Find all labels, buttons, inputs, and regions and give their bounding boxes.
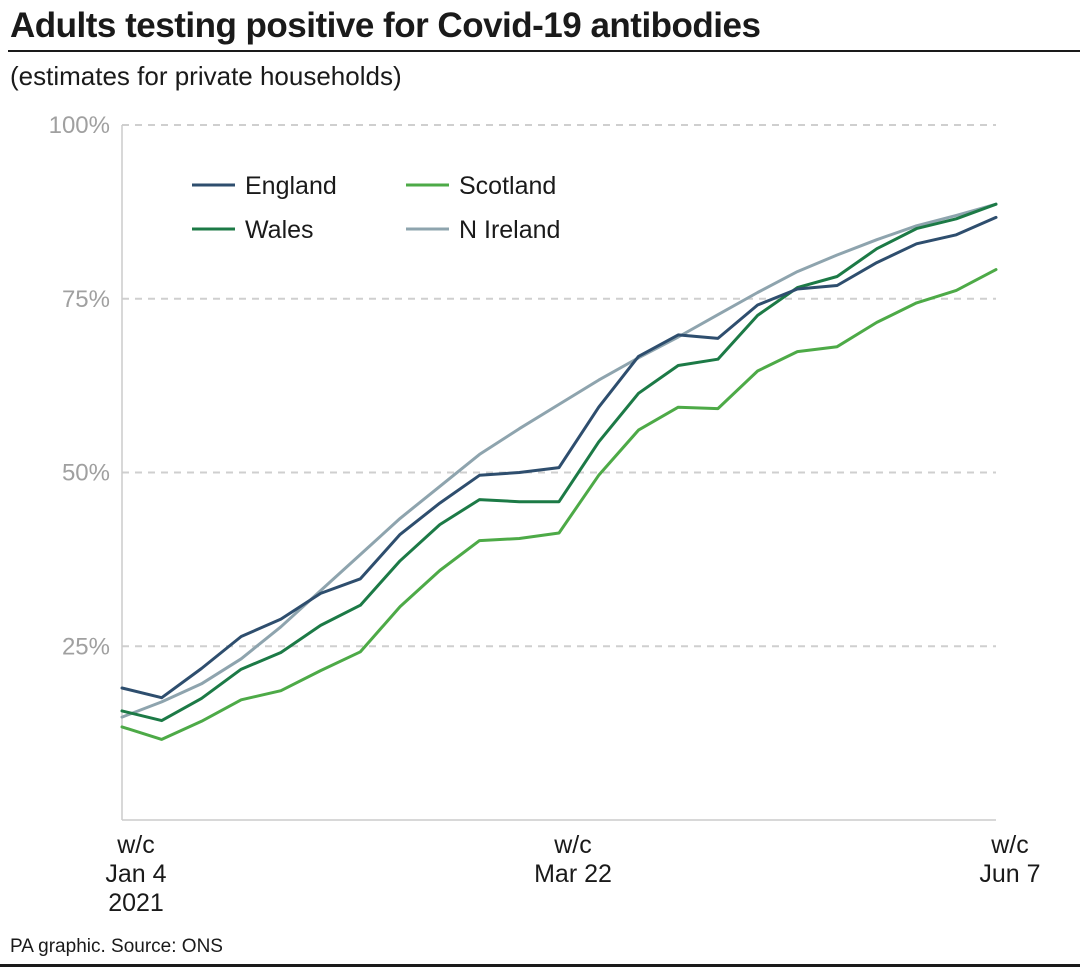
y-tick-label: 50%: [62, 460, 110, 487]
axes: [121, 125, 996, 821]
source-credit: PA graphic. Source: ONS: [10, 936, 223, 957]
x-tick-label: w/c Jun 7: [979, 831, 1040, 888]
y-tick-label: 100%: [49, 112, 110, 139]
chart-title: Adults testing positive for Covid-19 ant…: [10, 6, 761, 45]
legend-item-scotland: Scotland: [406, 172, 556, 200]
footer-divider: [0, 964, 1080, 967]
legend-label: Scotland: [459, 172, 556, 200]
series-line-wales: [120, 202, 998, 723]
title-divider: [8, 50, 1080, 52]
series-line-england: [120, 215, 998, 700]
y-tick-labels: 25% 50% 75% 100%: [49, 112, 110, 660]
x-tick-labels: w/c Jan 4 2021 w/c Mar 22 w/c Jun 7: [105, 831, 1040, 917]
series-line-scotland: [120, 268, 998, 741]
series-line-n-ireland: [120, 202, 998, 719]
y-tick-label: 75%: [62, 286, 110, 313]
y-tick-label: 25%: [62, 633, 110, 660]
series-lines: [120, 202, 998, 741]
legend: England Scotland Wales N Ireland: [192, 172, 560, 244]
legend-label: Wales: [245, 216, 314, 244]
legend-item-wales: Wales: [192, 216, 314, 244]
x-tick-label: w/c Jan 4 2021: [105, 831, 166, 917]
x-tick-label: w/c Mar 22: [534, 831, 612, 888]
gridlines: [122, 124, 996, 648]
chart-subtitle: (estimates for private households): [10, 61, 402, 91]
legend-item-england: England: [192, 172, 337, 200]
line-chart: 25% 50% 75% 100% w/c Jan 4 2021 w/c Mar 22 w/c Ju…: [49, 112, 1041, 917]
legend-label: England: [245, 172, 337, 200]
legend-label: N Ireland: [459, 216, 560, 244]
legend-item-n-ireland: N Ireland: [406, 216, 560, 244]
